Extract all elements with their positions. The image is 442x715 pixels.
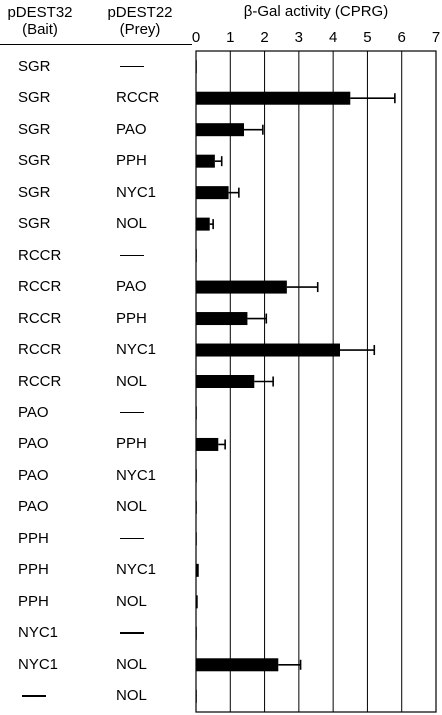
prey-none-dash bbox=[120, 254, 144, 257]
prey-label: PAO bbox=[116, 120, 147, 138]
bar bbox=[196, 689, 197, 703]
bait-label: PPH bbox=[18, 592, 49, 610]
bait-label: SGR bbox=[18, 215, 51, 233]
prey-none-dash bbox=[120, 65, 144, 68]
prey-label: NYC1 bbox=[116, 466, 157, 484]
prey-label: RCCR bbox=[116, 89, 160, 107]
x-tick-label: 7 bbox=[432, 29, 440, 46]
bar bbox=[196, 500, 197, 514]
bar bbox=[196, 91, 351, 105]
x-tick-label: 1 bbox=[226, 29, 234, 46]
bait-header: pDEST32 (Bait) bbox=[0, 4, 80, 38]
bar bbox=[196, 186, 229, 200]
bar bbox=[196, 595, 198, 609]
bait-label: PPH bbox=[18, 529, 49, 547]
bait-label: RCCR bbox=[18, 278, 62, 296]
prey-label: NYC1 bbox=[116, 183, 157, 201]
bait-label: SGR bbox=[18, 152, 51, 170]
bar bbox=[196, 406, 197, 420]
prey-label: NYC1 bbox=[116, 341, 157, 359]
prey-label: PAO bbox=[116, 278, 147, 296]
header-underline bbox=[0, 44, 192, 45]
prey-label: PPH bbox=[116, 309, 147, 327]
bait-label: SGR bbox=[18, 120, 51, 138]
x-tick-label: 2 bbox=[260, 29, 268, 46]
prey-none-dash bbox=[120, 632, 144, 634]
bait-label: RCCR bbox=[18, 341, 62, 359]
x-tick-label: 6 bbox=[398, 29, 406, 46]
bar bbox=[196, 249, 197, 263]
bar bbox=[196, 437, 219, 451]
x-tick-label: 4 bbox=[329, 29, 337, 46]
bar bbox=[196, 469, 197, 483]
bait-none-dash bbox=[22, 695, 46, 697]
bar bbox=[196, 123, 244, 137]
bar bbox=[196, 563, 199, 577]
bar bbox=[196, 312, 248, 326]
prey-none-dash bbox=[120, 411, 144, 414]
bar bbox=[196, 217, 210, 231]
bait-label: NYC1 bbox=[18, 624, 59, 642]
prey-header-line1: pDEST22 bbox=[107, 4, 173, 21]
bait-label: PAO bbox=[18, 403, 49, 421]
x-tick-label: 5 bbox=[363, 29, 371, 46]
bar bbox=[196, 658, 279, 672]
prey-label: NOL bbox=[116, 655, 147, 673]
prey-label: NOL bbox=[116, 372, 147, 390]
prey-label: NOL bbox=[116, 687, 147, 705]
prey-none-dash bbox=[120, 537, 144, 540]
prey-label: NOL bbox=[116, 498, 147, 516]
x-tick-label: 3 bbox=[295, 29, 303, 46]
bait-label: SGR bbox=[18, 183, 51, 201]
bait-label: RCCR bbox=[18, 309, 62, 327]
bar bbox=[196, 532, 197, 546]
prey-label: PPH bbox=[116, 435, 147, 453]
prey-label: NOL bbox=[116, 592, 147, 610]
bait-header-line2: (Bait) bbox=[22, 21, 58, 38]
bait-label: RCCR bbox=[18, 246, 62, 264]
prey-label: NOL bbox=[116, 215, 147, 233]
bait-label: SGR bbox=[18, 89, 51, 107]
bar bbox=[196, 60, 197, 74]
bait-label: PAO bbox=[18, 498, 49, 516]
bait-label: NYC1 bbox=[18, 655, 59, 673]
bar bbox=[196, 280, 287, 294]
bait-label: PPH bbox=[18, 561, 49, 579]
x-tick-label: 0 bbox=[192, 29, 200, 46]
bait-header-line1: pDEST32 bbox=[7, 4, 73, 21]
bait-label: RCCR bbox=[18, 372, 62, 390]
bar bbox=[196, 343, 340, 357]
prey-label: NYC1 bbox=[116, 561, 157, 579]
bar bbox=[196, 626, 197, 640]
prey-label: PPH bbox=[116, 152, 147, 170]
prey-header: pDEST22 (Prey) bbox=[100, 4, 180, 38]
chart-title: β-Gal activity (CPRG) bbox=[244, 3, 388, 20]
prey-header-line2: (Prey) bbox=[119, 21, 161, 38]
bait-label: PAO bbox=[18, 466, 49, 484]
bar bbox=[196, 375, 255, 388]
bait-label: SGR bbox=[18, 57, 51, 75]
bar bbox=[196, 154, 215, 168]
bait-label: PAO bbox=[18, 435, 49, 453]
